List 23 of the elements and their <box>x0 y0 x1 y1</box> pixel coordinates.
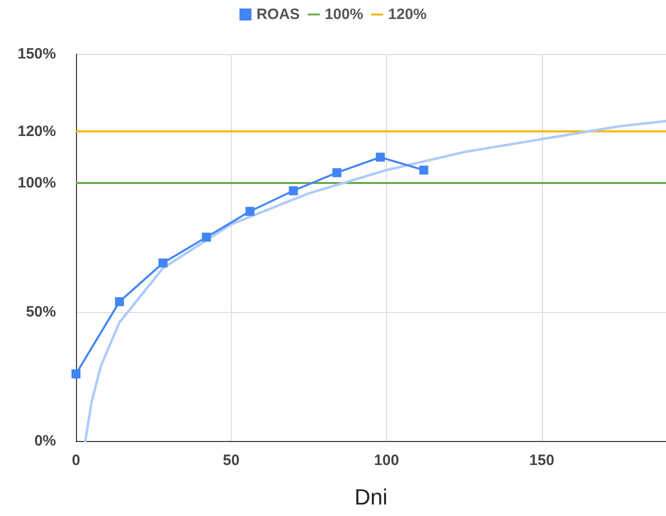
y-tick-label: 120% <box>18 122 56 140</box>
x-tick-label: 100 <box>374 452 400 469</box>
point <box>158 258 168 268</box>
point <box>72 369 80 378</box>
point <box>114 297 124 306</box>
point <box>202 232 211 242</box>
point <box>419 166 428 175</box>
legend-label: 120% <box>388 6 427 23</box>
x-tick-label: 0 <box>72 452 80 469</box>
x-axis-title: Dni <box>354 484 388 510</box>
point <box>288 186 298 196</box>
y-tick-label: 100% <box>18 174 56 192</box>
y-tick-label: 0% <box>34 432 56 450</box>
line-series <box>84 120 666 442</box>
y-tick-label: 150% <box>18 46 56 62</box>
point <box>245 206 254 216</box>
x-tick-label: 50 <box>222 452 240 469</box>
point <box>376 152 385 162</box>
y-tick-label: 50% <box>26 304 56 320</box>
legend-label: ROAS <box>256 6 300 23</box>
legend-label: 100% <box>324 6 364 23</box>
x-tick-label: 150 <box>529 452 554 469</box>
point <box>332 168 342 178</box>
